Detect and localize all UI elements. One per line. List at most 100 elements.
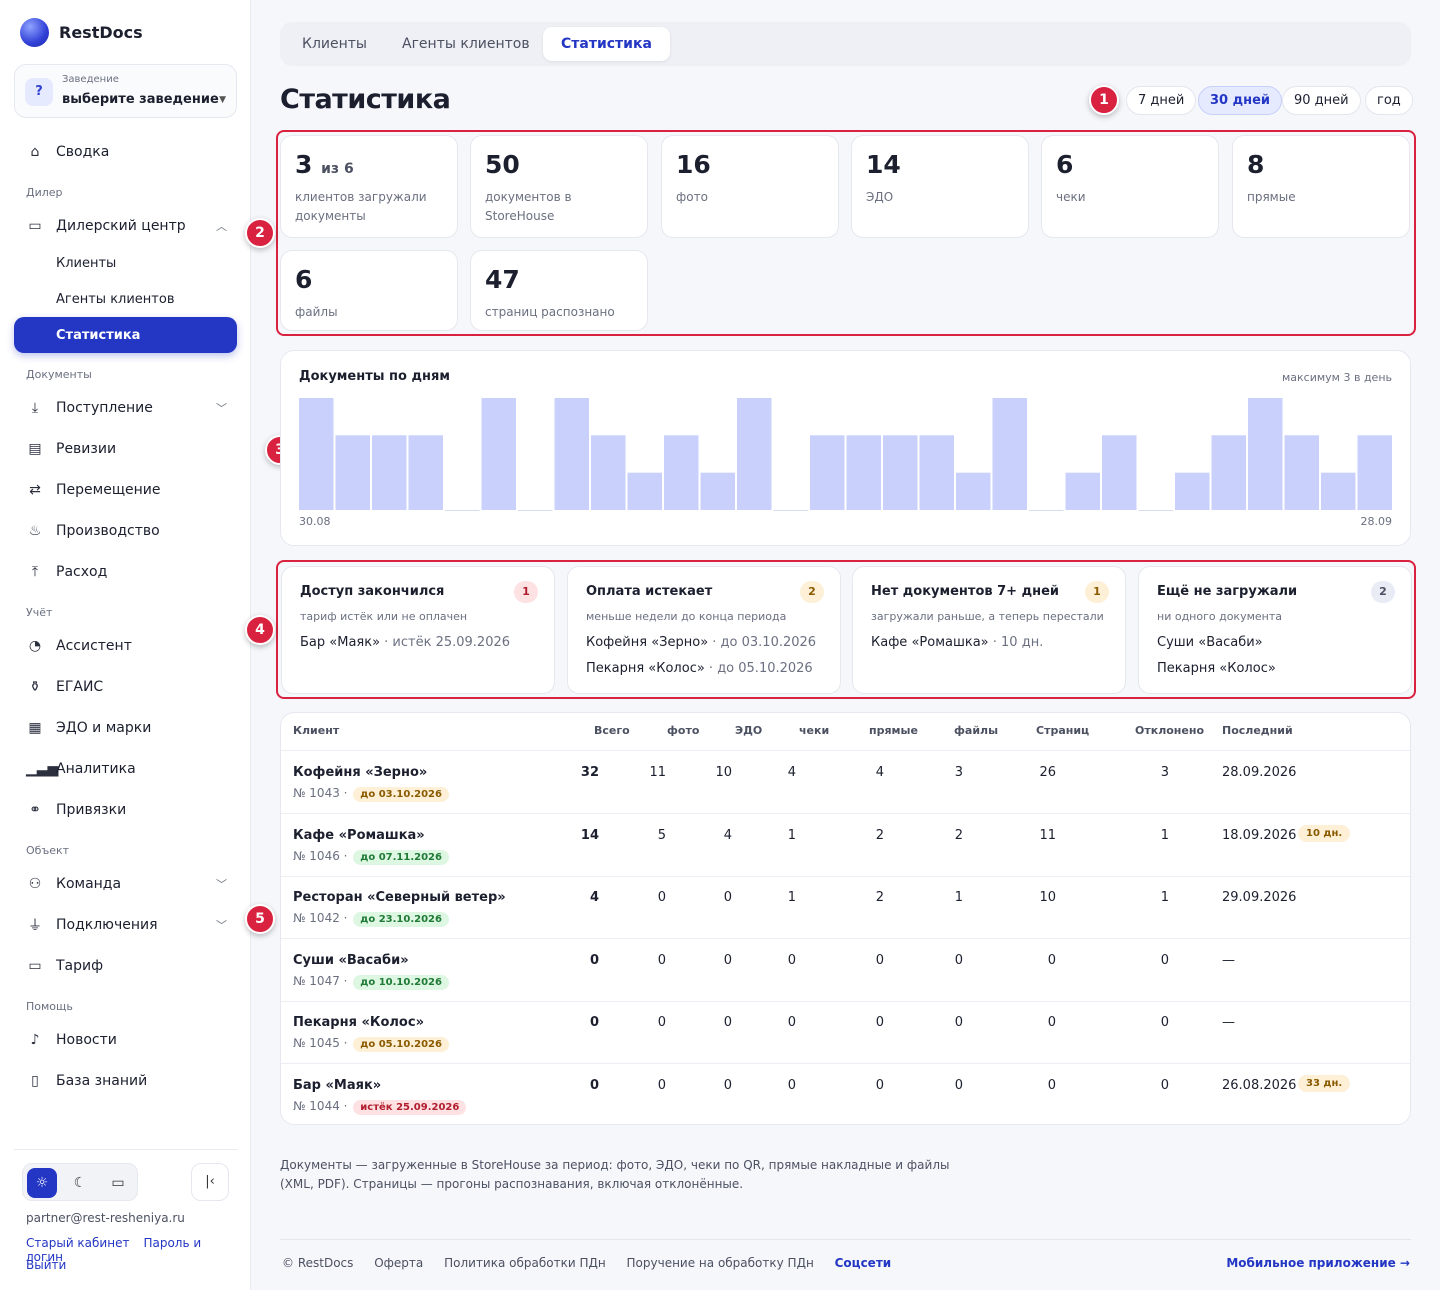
sidebar-item-receipt[interactable]: ⤓ Поступление ﹀ bbox=[14, 390, 237, 426]
stat-value: 6 bbox=[1056, 150, 1073, 179]
footer-link-processing[interactable]: Поручение на обработку ПДн bbox=[626, 1256, 814, 1270]
client-meta: № 1043 · до 03.10.2026 bbox=[293, 786, 449, 802]
alert-count-badge: 2 bbox=[800, 581, 824, 603]
tab-client-agents[interactable]: Агенты клиентов bbox=[402, 36, 530, 52]
sidebar-item-summary[interactable]: ⌂ Сводка bbox=[14, 134, 237, 170]
x-axis-end-label: 28.09 bbox=[1360, 515, 1393, 528]
table-cell: 1 bbox=[787, 827, 796, 843]
collapse-sidebar-button[interactable]: |‹ bbox=[191, 1163, 229, 1201]
highlight-frame bbox=[276, 560, 1416, 699]
alert-card[interactable]: Нет документов 7+ дней 1 загружали раньше,… bbox=[852, 566, 1126, 694]
footer-link-offer[interactable]: Оферта bbox=[374, 1256, 424, 1270]
alert-item[interactable]: Кафе «Ромашка» · 10 дн. bbox=[871, 635, 1043, 650]
footer-link-social[interactable]: Соцсети bbox=[834, 1256, 892, 1270]
last-upload-date: 26.08.2026 bbox=[1222, 1077, 1297, 1093]
alert-item[interactable]: Пекарня «Колос» bbox=[1157, 661, 1276, 676]
chart-bar-zero bbox=[1138, 510, 1173, 511]
alert-subtitle: ни одного документа bbox=[1157, 610, 1282, 623]
alert-item[interactable]: Пекарня «Колос» · до 05.10.2026 bbox=[586, 661, 813, 676]
footer-links: © RestDocs Оферта Политика обработки ПДн… bbox=[282, 1256, 908, 1270]
sidebar-item-team[interactable]: ⚇ Команда ﹀ bbox=[14, 866, 237, 902]
alert-title: Ещё не загружали bbox=[1157, 584, 1298, 599]
alert-card[interactable]: Ещё не загружали 2 ни одного документа Суши… bbox=[1138, 566, 1412, 694]
period-90-days[interactable]: 90 дней bbox=[1282, 86, 1361, 115]
old-cabinet-link[interactable]: Старый кабинет bbox=[26, 1236, 130, 1250]
sidebar-item-statistics[interactable]: Статистика bbox=[14, 317, 237, 353]
sidebar-item-news[interactable]: ♪ Новости bbox=[14, 1022, 237, 1058]
sidebar-item-egais[interactable]: ⚱ ЕГАИС bbox=[14, 669, 237, 705]
period-30-days[interactable]: 30 дней bbox=[1198, 86, 1283, 115]
chevron-down-icon: ▼ bbox=[219, 95, 226, 105]
table-cell: 0 bbox=[954, 1077, 963, 1093]
sun-icon[interactable]: ☼ bbox=[27, 1168, 57, 1198]
footer-link-privacy[interactable]: Политика обработки ПДн bbox=[444, 1256, 606, 1270]
alert-item-meta: · 10 дн. bbox=[988, 635, 1044, 650]
period-year[interactable]: год bbox=[1365, 86, 1413, 115]
brand-logo-icon bbox=[20, 18, 49, 47]
table-row[interactable]: Ресторан «Северный ветер» № 1042 · до 23.… bbox=[281, 876, 1410, 938]
table-row[interactable]: Кафе «Ромашка» № 1046 · до 07.11.2026 14 5 4… bbox=[281, 814, 1410, 876]
chart-bar-zero bbox=[1029, 510, 1064, 511]
table-row[interactable]: Пекарня «Колос» № 1045 · до 05.10.2026 0 0 0… bbox=[281, 1001, 1410, 1063]
stat-label: прямые bbox=[1247, 190, 1296, 204]
table-cell: 0 bbox=[589, 1077, 599, 1093]
sidebar-item-analytics[interactable]: ▁▃▅ Аналитика bbox=[14, 751, 237, 787]
venue-selector[interactable]: ? Заведение выберите заведение ▼ bbox=[14, 64, 237, 118]
chevron-down-icon: ﹀ bbox=[216, 919, 227, 932]
chart-title: Документы по дням bbox=[299, 369, 450, 384]
sidebar-item-client-agents[interactable]: Агенты клиентов bbox=[14, 281, 237, 317]
table-cell: 0 bbox=[954, 952, 963, 968]
sidebar-item-dealer-center[interactable]: ▭ Дилерский центр ︿ bbox=[14, 208, 237, 244]
table-cell: 0 bbox=[1047, 1015, 1056, 1030]
sidebar-item-edo[interactable]: ▦ ЭДО и марки bbox=[14, 710, 237, 746]
chart-bar bbox=[664, 435, 699, 510]
client-number: № 1043 · bbox=[293, 786, 352, 800]
client-name: Кафе «Ромашка» bbox=[293, 827, 425, 843]
chart-bar bbox=[810, 435, 845, 510]
client-number: № 1045 · bbox=[293, 1036, 352, 1050]
period-7-days[interactable]: 7 дней bbox=[1126, 86, 1197, 115]
tab-clients[interactable]: Клиенты bbox=[302, 36, 367, 52]
moon-icon[interactable]: ☾ bbox=[73, 1175, 87, 1191]
sidebar-item-bindings[interactable]: ⚭ Привязки bbox=[14, 792, 237, 828]
sidebar-item-revisions[interactable]: ▤ Ревизии bbox=[14, 431, 237, 467]
table-row[interactable]: Кофейня «Зерно» № 1043 · до 03.10.2026 32 1… bbox=[281, 751, 1410, 813]
logout-link[interactable]: Выйти bbox=[26, 1258, 67, 1272]
sidebar-item-knowledge-base[interactable]: ▯ База знаний bbox=[14, 1063, 237, 1099]
card-icon: ▭ bbox=[28, 958, 42, 974]
table-row[interactable]: Суши «Васаби» № 1047 · до 10.10.2026 0 0 0 0 0… bbox=[281, 939, 1410, 1001]
table-cell: 3 bbox=[954, 765, 963, 780]
sidebar-item-production[interactable]: ♨ Производство bbox=[14, 513, 237, 549]
sidebar-item-clients[interactable]: Клиенты bbox=[14, 245, 237, 281]
assistant-icon: ◔ bbox=[28, 638, 42, 654]
sidebar-item-tariff[interactable]: ▭ Тариф bbox=[14, 948, 237, 984]
alert-item[interactable]: Бар «Маяк» · истёк 25.09.2026 bbox=[300, 635, 510, 650]
sidebar-item-label: Ассистент bbox=[56, 638, 132, 654]
alert-card[interactable]: Оплата истекает 2 меньше недели до конца п… bbox=[567, 566, 841, 694]
sidebar-item-transfer[interactable]: ⇄ Перемещение bbox=[14, 472, 237, 508]
alert-item[interactable]: Кофейня «Зерно» · до 03.10.2026 bbox=[586, 635, 816, 650]
stat-value: 16 bbox=[676, 150, 711, 179]
table-cell: 0 bbox=[723, 1077, 732, 1093]
sidebar-item-expense[interactable]: ⤒ Расход bbox=[14, 554, 237, 590]
table-cell: 0 bbox=[875, 952, 884, 968]
divider bbox=[14, 1149, 237, 1150]
stat-card: 50 документов в StoreHouse bbox=[470, 135, 648, 238]
table-cell: 0 bbox=[954, 1015, 963, 1030]
stat-card: 14 ЭДО bbox=[851, 135, 1029, 238]
stat-value: 3 из 6 bbox=[295, 150, 354, 179]
sidebar-item-connections[interactable]: ⏚ Подключения ﹀ bbox=[14, 907, 237, 943]
tab-statistics[interactable]: Статистика bbox=[543, 27, 670, 61]
column-header: Клиент bbox=[293, 724, 340, 737]
chart-bar bbox=[700, 472, 735, 510]
password-link[interactable]: Пароль и логин bbox=[26, 1236, 202, 1264]
alert-item[interactable]: Суши «Васаби» bbox=[1157, 635, 1263, 650]
brand[interactable]: RestDocs bbox=[20, 18, 143, 47]
monitor-icon[interactable]: ▭ bbox=[111, 1175, 125, 1191]
alert-card[interactable]: Доступ закончился 1 тариф истёк или не опл… bbox=[281, 566, 555, 694]
sidebar-item-label: База знаний bbox=[56, 1073, 148, 1089]
sidebar-item-assistant[interactable]: ◔ Ассистент bbox=[14, 628, 237, 664]
table-row[interactable]: Бар «Маяк» № 1044 · истёк 25.09.2026 0 0 0 0 0… bbox=[281, 1064, 1410, 1125]
divider bbox=[281, 1000, 1410, 1002]
mobile-app-link[interactable]: Мобильное приложение → bbox=[1226, 1256, 1410, 1270]
